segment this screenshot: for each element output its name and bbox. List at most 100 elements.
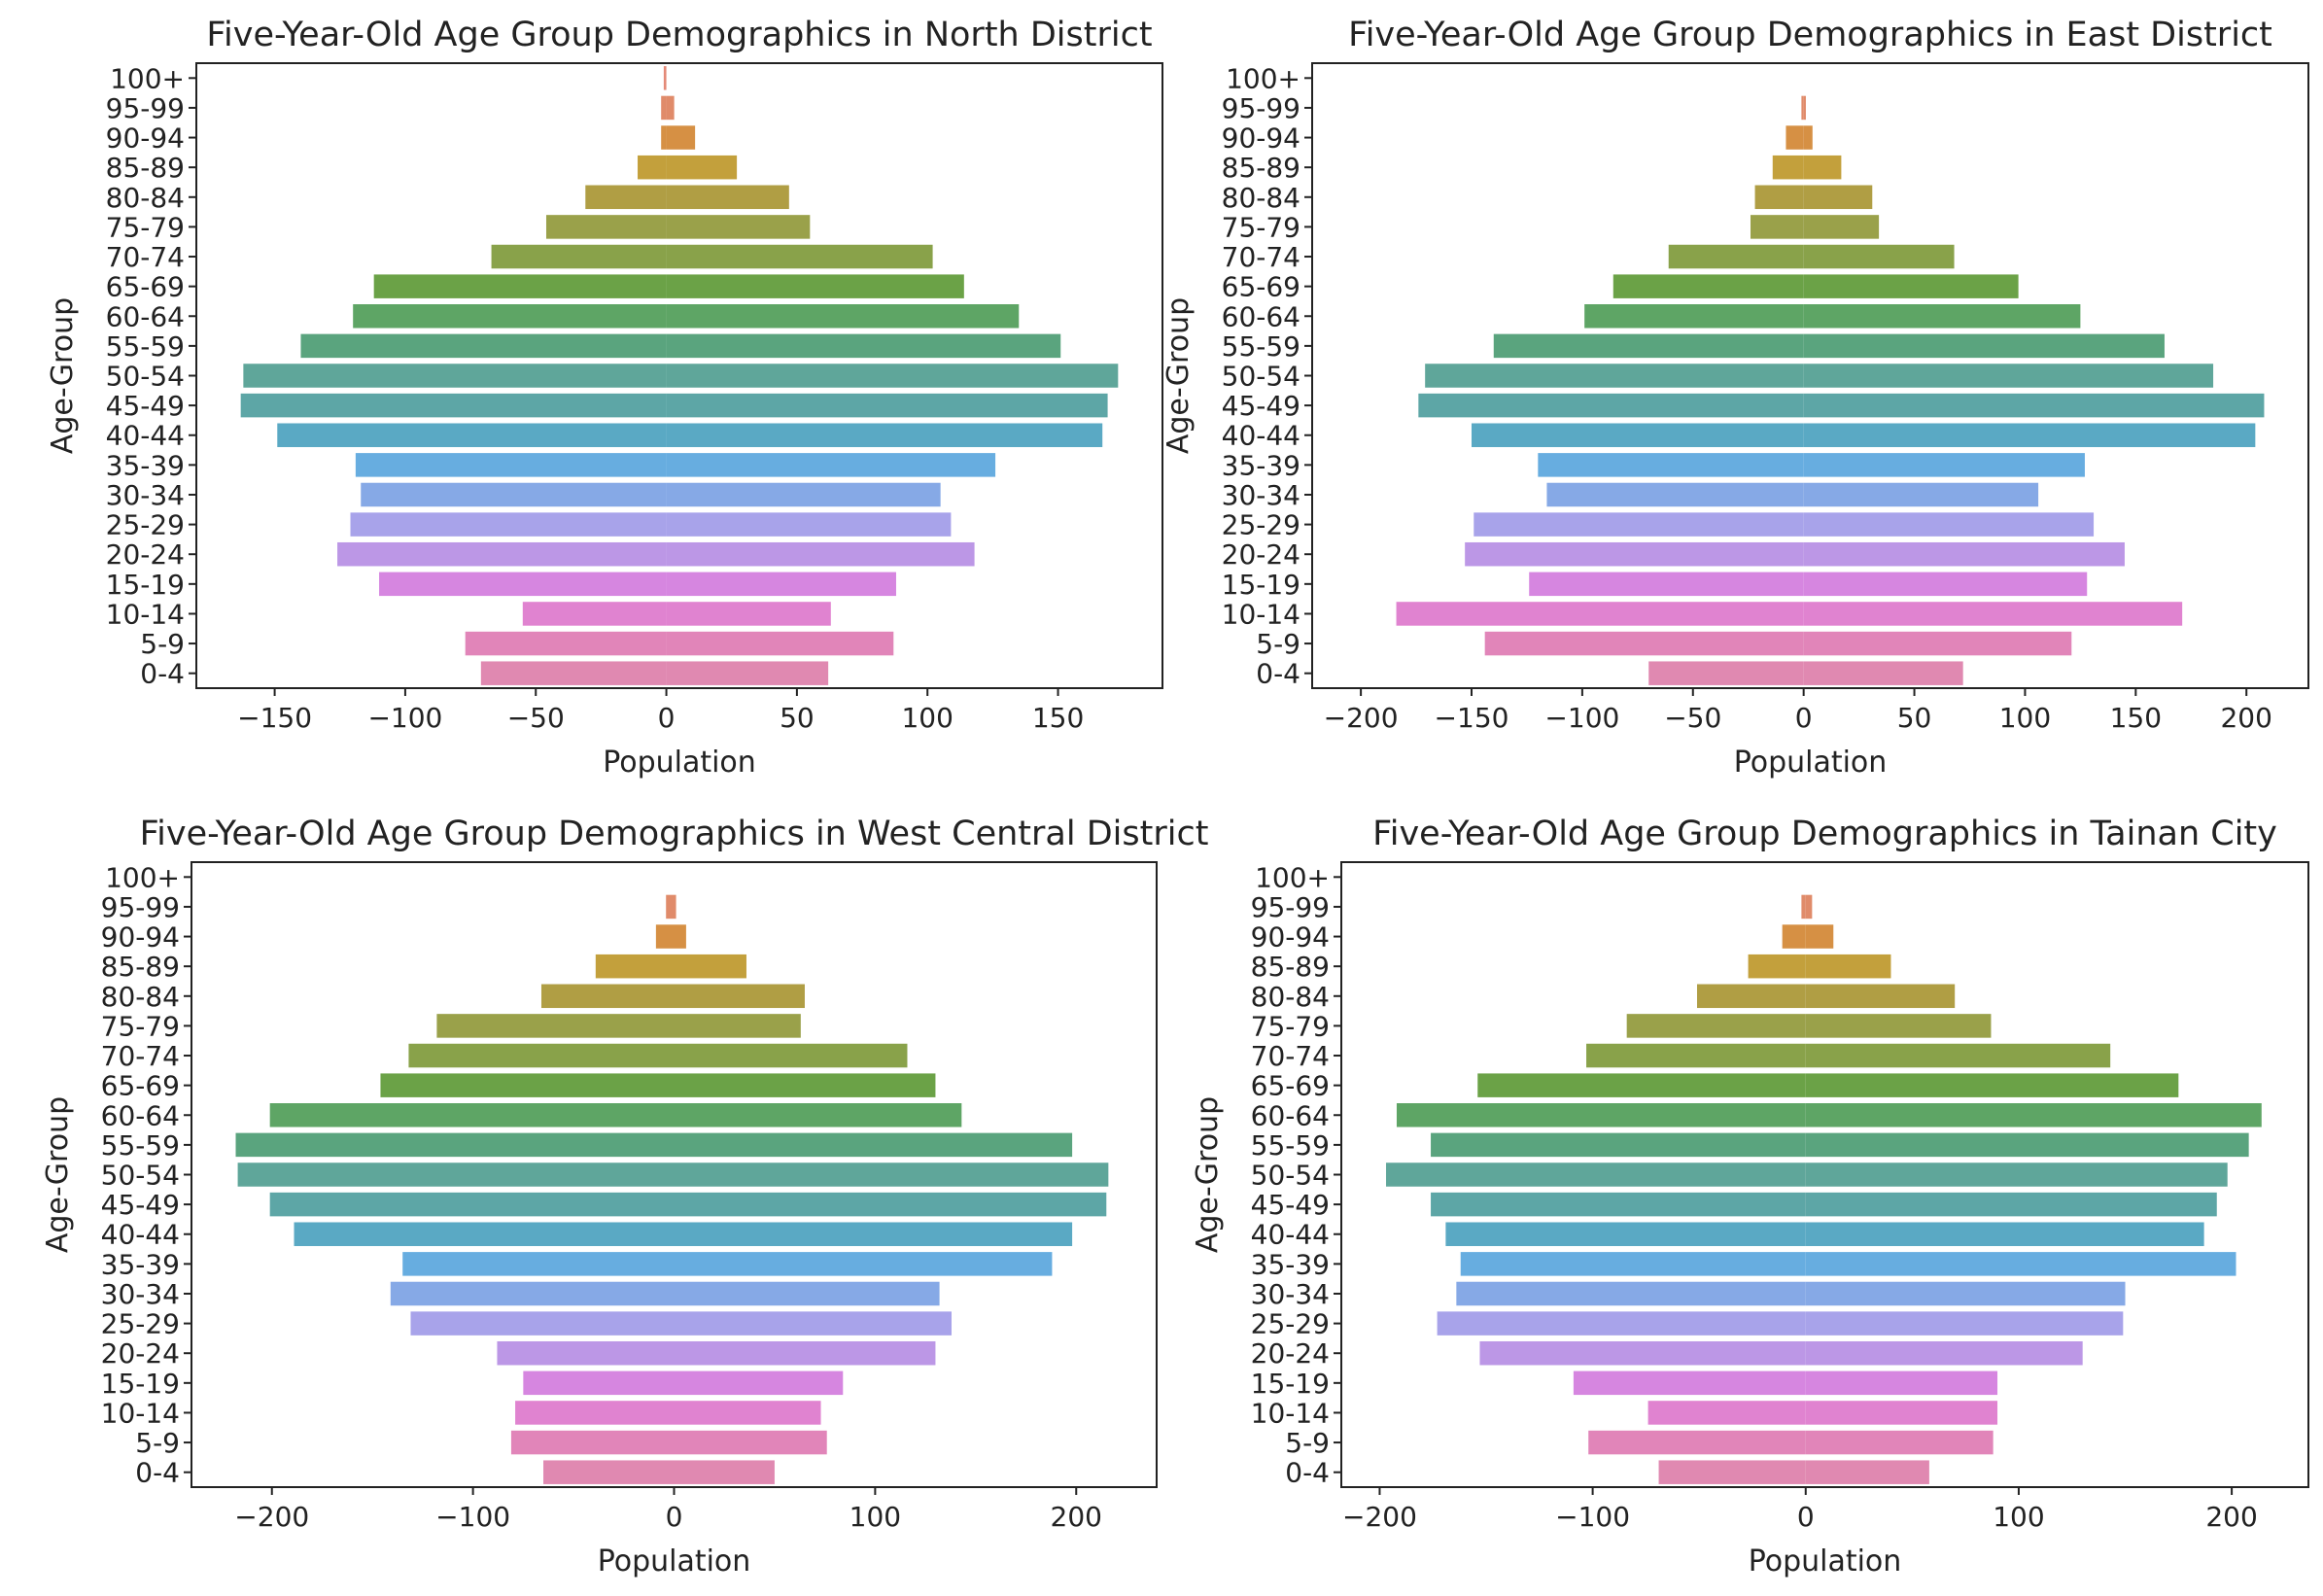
bar-75-79-right xyxy=(1803,215,1880,239)
bar-95-99-left xyxy=(1801,95,1804,121)
bar-25-29-left xyxy=(410,1311,675,1336)
y-tick-label: 60-64 xyxy=(101,1099,180,1131)
x-tick-label: −150 xyxy=(1435,702,1509,734)
bar-65-69-left xyxy=(1477,1073,1806,1097)
bar-5-9-left xyxy=(465,631,667,656)
bar-35-39-left xyxy=(1460,1252,1806,1276)
bar-70-74-left xyxy=(491,244,667,269)
bar-40-44-right xyxy=(666,423,1103,447)
y-tick-label: 70-74 xyxy=(106,241,185,273)
panel-1: 0-45-910-1415-1920-2425-2930-3435-3940-4… xyxy=(46,16,1163,780)
y-tick-label: 65-69 xyxy=(1251,1070,1330,1102)
bar-35-39-right xyxy=(1805,1252,2236,1276)
bar-75-79-right xyxy=(666,215,811,239)
panel-title: Five-Year-Old Age Group Demographics in … xyxy=(140,815,1209,853)
bar-45-49-left xyxy=(1431,1192,1806,1217)
bar-90-94-right xyxy=(674,924,686,949)
bar-90-94-left xyxy=(1786,125,1804,150)
bar-80-84-right xyxy=(674,984,805,1009)
bar-75-79-left xyxy=(436,1014,675,1038)
y-tick-label: 100+ xyxy=(1255,861,1330,893)
bar-90-94-right xyxy=(1803,125,1813,150)
bar-20-24-right xyxy=(1805,1340,2083,1366)
bar-95-99-right xyxy=(1803,95,1806,121)
y-tick-label: 85-89 xyxy=(106,152,185,184)
bar-20-24-left xyxy=(1465,541,1804,567)
y-tick-label: 85-89 xyxy=(1222,152,1300,184)
bar-10-14-right xyxy=(674,1401,821,1425)
bar-30-34-right xyxy=(1803,482,2039,507)
x-tick-label: 100 xyxy=(901,702,953,734)
bar-15-19-left xyxy=(1573,1370,1806,1396)
bar-10-14-left xyxy=(522,602,667,626)
bar-50-54-left xyxy=(1386,1162,1806,1187)
x-tick-label: 0 xyxy=(1795,702,1813,734)
bar-95-99-left xyxy=(666,894,675,919)
bar-55-59-left xyxy=(300,333,667,359)
bar-5-9-right xyxy=(1803,631,2072,656)
y-tick-label: 95-99 xyxy=(106,92,185,124)
bar-10-14-right xyxy=(1803,602,2183,626)
y-tick-label: 10-14 xyxy=(1222,598,1300,630)
bar-90-94-left xyxy=(661,125,667,150)
bar-75-79-left xyxy=(1751,215,1804,239)
y-tick-label: 90-94 xyxy=(1222,122,1300,155)
bar-35-39-left xyxy=(1538,453,1804,477)
x-tick-label: 100 xyxy=(1999,702,2051,734)
bar-0-4-left xyxy=(1658,1460,1806,1484)
bar-90-94-left xyxy=(1782,924,1806,949)
y-tick-label: 95-99 xyxy=(101,891,180,923)
bar-15-19-left xyxy=(523,1370,675,1396)
y-tick-label: 95-99 xyxy=(1222,92,1300,124)
bar-10-14-right xyxy=(666,602,831,626)
y-tick-label: 5-9 xyxy=(140,628,185,660)
bar-5-9-right xyxy=(674,1430,827,1455)
bar-95-99-left xyxy=(661,95,667,121)
bar-65-69-right xyxy=(1805,1073,2179,1097)
bar-40-44-left xyxy=(1445,1222,1806,1246)
bar-25-29-left xyxy=(1474,512,1804,537)
y-tick-label: 50-54 xyxy=(1251,1160,1330,1192)
y-tick-label: 50-54 xyxy=(106,361,185,393)
bar-25-29-right xyxy=(1805,1311,2124,1336)
bar-95-99-right xyxy=(666,95,675,121)
bar-40-44-left xyxy=(294,1222,675,1246)
bar-85-89-left xyxy=(1772,155,1804,180)
bar-70-74-left xyxy=(408,1043,675,1068)
bar-0-4-left xyxy=(480,661,667,685)
bar-75-79-left xyxy=(545,215,667,239)
x-axis-label: Population xyxy=(1734,746,1888,780)
x-tick-label: −100 xyxy=(435,1501,510,1533)
bar-50-54-right xyxy=(1805,1162,2228,1187)
bar-60-64-left xyxy=(353,304,667,329)
y-tick-label: 45-49 xyxy=(1222,390,1300,422)
y-tick-label: 55-59 xyxy=(101,1129,180,1162)
bar-30-34-left xyxy=(1546,482,1804,507)
x-tick-label: 100 xyxy=(849,1501,901,1533)
panel-4: 0-45-910-1415-1920-2425-2930-3435-3940-4… xyxy=(1191,815,2309,1579)
y-tick-label: 40-44 xyxy=(106,420,185,452)
y-tick-label: 60-64 xyxy=(1251,1099,1330,1131)
bar-45-49-left xyxy=(269,1192,675,1217)
x-tick-label: −100 xyxy=(367,702,442,734)
bars xyxy=(235,894,1109,1484)
y-tick-label: 100+ xyxy=(1226,62,1300,94)
y-tick-label: 85-89 xyxy=(1251,951,1330,983)
bar-45-49-right xyxy=(666,393,1108,418)
bar-80-84-left xyxy=(540,984,675,1009)
bar-50-54-left xyxy=(1425,364,1804,388)
x-tick-label: −50 xyxy=(1664,702,1721,734)
bar-45-49-right xyxy=(1803,393,2265,418)
bar-30-34-right xyxy=(1805,1281,2126,1306)
bar-20-24-left xyxy=(497,1340,675,1366)
y-tick-label: 95-99 xyxy=(1251,891,1330,923)
bar-40-44-left xyxy=(277,423,667,447)
bar-50-54-left xyxy=(237,1162,675,1187)
bar-70-74-left xyxy=(1668,244,1804,269)
x-tick-label: −200 xyxy=(1342,1501,1417,1533)
bar-65-69-left xyxy=(1612,274,1804,298)
bar-20-24-right xyxy=(666,541,975,567)
bar-75-79-left xyxy=(1626,1014,1806,1038)
y-tick-label: 25-29 xyxy=(101,1308,180,1340)
bar-25-29-right xyxy=(666,512,952,537)
